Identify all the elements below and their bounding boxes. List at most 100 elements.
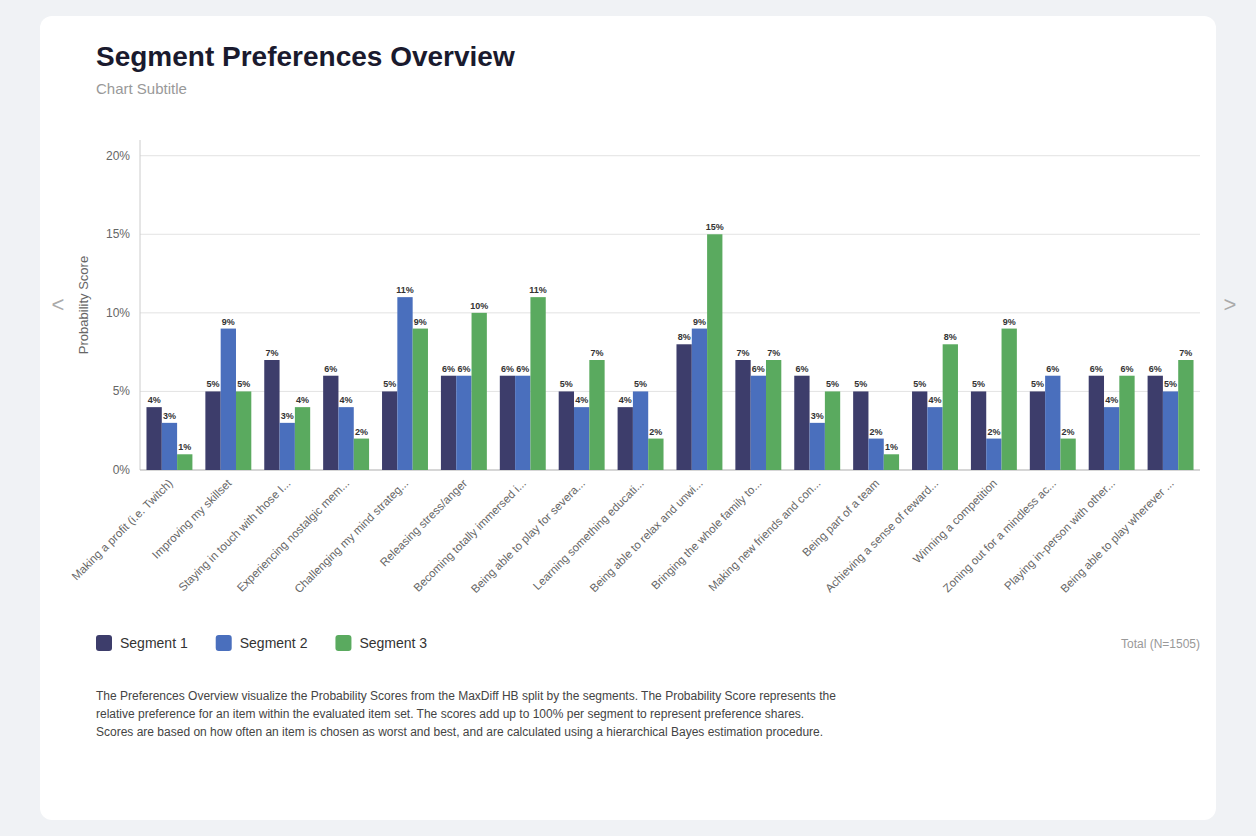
data-label: 7% bbox=[590, 348, 603, 358]
grid-line bbox=[140, 234, 1200, 235]
bar bbox=[472, 313, 487, 470]
bar bbox=[413, 329, 428, 470]
bar bbox=[236, 391, 251, 470]
bar bbox=[1089, 376, 1104, 470]
x-tick-label: Playing in-person with other... bbox=[1002, 477, 1117, 592]
legend-label: Segment 2 bbox=[240, 635, 308, 651]
bar bbox=[735, 360, 750, 470]
bar bbox=[559, 391, 574, 470]
chart: Segment Preferences OverviewChart Subtit… bbox=[0, 0, 1256, 836]
nav-arrow-left: < bbox=[52, 292, 65, 317]
total-label: Total (N=1505) bbox=[1121, 637, 1200, 651]
bar bbox=[810, 423, 825, 470]
data-label: 15% bbox=[706, 222, 724, 232]
bar bbox=[766, 360, 781, 470]
bar bbox=[751, 376, 766, 470]
data-label: 6% bbox=[324, 364, 337, 374]
bar bbox=[382, 391, 397, 470]
data-label: 3% bbox=[281, 411, 294, 421]
legend-swatch bbox=[335, 635, 351, 651]
bar bbox=[868, 439, 883, 470]
bar bbox=[515, 376, 530, 470]
data-label: 6% bbox=[457, 364, 470, 374]
data-label: 6% bbox=[1149, 364, 1162, 374]
bar bbox=[1178, 360, 1193, 470]
page-background bbox=[0, 0, 1256, 836]
data-label: 1% bbox=[885, 442, 898, 452]
data-label: 10% bbox=[470, 301, 488, 311]
data-label: 6% bbox=[516, 364, 529, 374]
bar bbox=[264, 360, 279, 470]
bar bbox=[1163, 391, 1178, 470]
bar bbox=[825, 391, 840, 470]
legend-swatch bbox=[96, 635, 112, 651]
footnote-line: The Preferences Overview visualize the P… bbox=[96, 689, 836, 703]
bar bbox=[618, 407, 633, 470]
data-label: 5% bbox=[972, 379, 985, 389]
bar bbox=[1045, 376, 1060, 470]
footnote-line: relative preference for an item within t… bbox=[96, 707, 804, 721]
bar bbox=[943, 344, 958, 470]
bar bbox=[146, 407, 161, 470]
data-label: 5% bbox=[1031, 379, 1044, 389]
bar bbox=[162, 423, 177, 470]
data-label: 2% bbox=[1062, 427, 1075, 437]
bar bbox=[177, 454, 192, 470]
data-label: 4% bbox=[148, 395, 161, 405]
x-tick-label: Learning something educati... bbox=[531, 477, 646, 592]
x-tick-label: Achieving a sense of reward... bbox=[823, 477, 940, 594]
data-label: 4% bbox=[296, 395, 309, 405]
bar bbox=[1060, 439, 1075, 470]
data-label: 8% bbox=[678, 332, 691, 342]
x-tick-label: Being able to relax and unwi... bbox=[587, 477, 704, 594]
y-axis-line bbox=[140, 140, 141, 470]
footnote: The Preferences Overview visualize the P… bbox=[96, 689, 836, 739]
x-tick-label: Zoning out for a mindless ac... bbox=[941, 477, 1058, 594]
bar bbox=[397, 297, 412, 470]
data-label: 6% bbox=[752, 364, 765, 374]
data-label: 5% bbox=[1164, 379, 1177, 389]
legend-swatch bbox=[216, 635, 232, 651]
x-tick-label: Being able to play wherever ... bbox=[1058, 477, 1176, 595]
bar bbox=[1002, 329, 1017, 470]
y-tick-label: 20% bbox=[106, 149, 130, 163]
data-label: 4% bbox=[575, 395, 588, 405]
x-tick-label: Challenging my mind strateg... bbox=[292, 477, 410, 595]
bar bbox=[1030, 391, 1045, 470]
grid-line bbox=[140, 312, 1200, 313]
data-label: 4% bbox=[619, 395, 632, 405]
grid-line bbox=[140, 155, 1200, 156]
bar bbox=[853, 391, 868, 470]
data-label: 9% bbox=[222, 317, 235, 327]
bar bbox=[633, 391, 648, 470]
data-label: 7% bbox=[737, 348, 750, 358]
bar bbox=[884, 454, 899, 470]
data-label: 5% bbox=[826, 379, 839, 389]
bar bbox=[707, 234, 722, 470]
bar bbox=[1148, 376, 1163, 470]
bar bbox=[912, 391, 927, 470]
bar bbox=[574, 407, 589, 470]
bar bbox=[986, 439, 1001, 470]
data-label: 11% bbox=[529, 285, 547, 295]
bar bbox=[971, 391, 986, 470]
data-label: 6% bbox=[1046, 364, 1059, 374]
x-tick-label: Being able to play for severa... bbox=[469, 477, 587, 595]
data-label: 2% bbox=[355, 427, 368, 437]
bar bbox=[648, 439, 663, 470]
card bbox=[40, 16, 1216, 820]
y-tick-label: 10% bbox=[106, 306, 130, 320]
bar bbox=[205, 391, 220, 470]
data-label: 4% bbox=[340, 395, 353, 405]
legend: Segment 1Segment 2Segment 3 bbox=[96, 635, 427, 651]
data-label: 2% bbox=[987, 427, 1000, 437]
bar bbox=[500, 376, 515, 470]
bar bbox=[441, 376, 456, 470]
data-label: 5% bbox=[383, 379, 396, 389]
data-label: 6% bbox=[501, 364, 514, 374]
bar bbox=[589, 360, 604, 470]
data-label: 5% bbox=[913, 379, 926, 389]
data-label: 9% bbox=[1003, 317, 1016, 327]
x-tick-label: Making new friends and con... bbox=[706, 477, 823, 594]
data-label: 7% bbox=[767, 348, 780, 358]
